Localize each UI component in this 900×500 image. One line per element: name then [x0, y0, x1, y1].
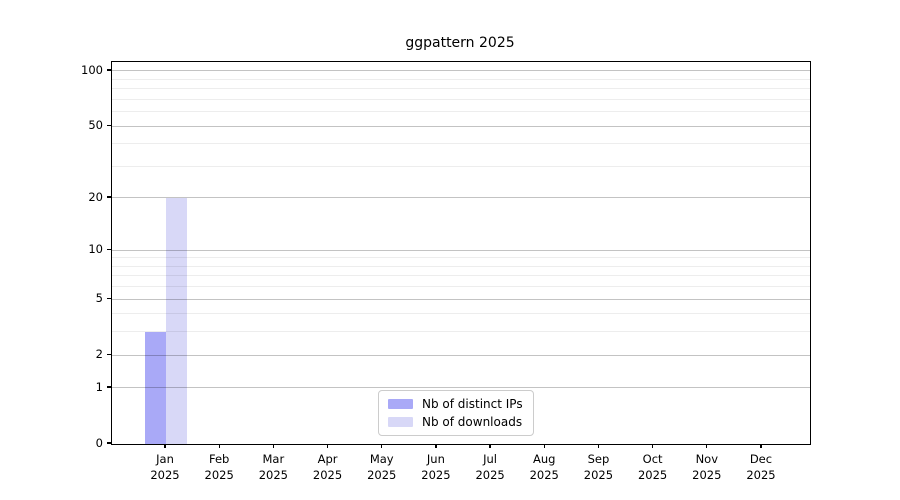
- x-tick-label-year: 2025: [421, 467, 451, 482]
- x-tick-label-year: 2025: [692, 467, 722, 482]
- x-tick-mark: [164, 444, 166, 448]
- legend-label-distinct-ips: Nb of distinct IPs: [422, 397, 523, 411]
- x-tick-label-month: Oct: [642, 452, 663, 466]
- minor-gridline: [112, 165, 810, 167]
- x-tick-mark: [706, 444, 708, 448]
- x-tick-label-month: Jul: [483, 452, 498, 466]
- minor-gridline: [112, 88, 810, 90]
- major-gridline: [112, 70, 810, 72]
- minor-gridline: [112, 257, 810, 259]
- minor-gridline: [112, 98, 810, 100]
- x-tick-label: Oct 2025: [623, 452, 683, 483]
- y-tick-label: 2: [95, 347, 103, 362]
- major-gridline: [112, 298, 810, 300]
- x-tick-label: Mar 2025: [243, 452, 303, 483]
- x-tick-label-year: 2025: [529, 467, 559, 482]
- minor-gridline: [112, 111, 810, 113]
- x-tick-label-month: Aug: [533, 452, 556, 466]
- y-tick-label: 0: [95, 436, 103, 450]
- y-tick-mark: [107, 442, 111, 444]
- x-tick-label-month: Apr: [317, 452, 338, 466]
- minor-gridline: [112, 143, 810, 145]
- y-tick-mark: [107, 248, 111, 250]
- minor-gridline: [112, 275, 810, 277]
- x-tick-label-year: 2025: [150, 467, 180, 482]
- x-tick-label: Dec 2025: [731, 452, 791, 483]
- legend-swatch-distinct-ips: [388, 399, 413, 409]
- x-tick-label: Aug 2025: [514, 452, 574, 483]
- major-gridline: [112, 354, 810, 356]
- x-tick-mark: [435, 444, 437, 448]
- minor-gridline: [112, 331, 810, 333]
- x-tick-label-year: 2025: [367, 467, 397, 482]
- major-gridline: [112, 249, 810, 251]
- x-tick-label: Jul 2025: [460, 452, 520, 483]
- y-tick-label: 5: [95, 291, 103, 306]
- x-tick-label: Feb 2025: [189, 452, 249, 483]
- minor-gridline: [112, 265, 810, 267]
- y-tick-label: 20: [88, 189, 103, 204]
- y-tick-mark: [107, 196, 111, 198]
- x-tick-label-month: May: [369, 452, 394, 466]
- chart-title: ggpattern 2025: [405, 35, 515, 51]
- x-tick-mark: [218, 444, 220, 448]
- y-tick-mark: [107, 297, 111, 299]
- y-tick-mark: [107, 69, 111, 71]
- x-tick-label-year: 2025: [637, 467, 668, 482]
- x-tick-label-month: Nov: [695, 452, 719, 466]
- x-tick-mark: [597, 444, 600, 448]
- y-tick-label: 10: [88, 242, 103, 257]
- major-gridline: [112, 125, 810, 127]
- x-tick-label-month: Jun: [426, 452, 445, 466]
- x-tick-label-month: Dec: [749, 452, 773, 466]
- x-tick-mark: [760, 444, 762, 448]
- minor-gridline: [112, 78, 810, 80]
- x-tick-label-year: 2025: [583, 467, 614, 482]
- plot-area: [111, 61, 811, 445]
- x-tick-label: Nov 2025: [677, 452, 737, 483]
- legend-label-downloads: Nb of downloads: [422, 415, 523, 429]
- major-gridline: [112, 387, 810, 389]
- y-tick-mark: [107, 386, 111, 388]
- y-tick-label: 100: [81, 62, 103, 77]
- x-tick-label-year: 2025: [204, 467, 234, 482]
- x-tick-label: Jan 2025: [135, 452, 195, 483]
- minor-gridline: [112, 286, 810, 288]
- x-tick-label-month: Sep: [587, 452, 610, 466]
- legend: Nb of distinct IPs Nb of downloads: [378, 390, 534, 436]
- y-tick-label: 1: [95, 379, 103, 394]
- x-tick-mark: [326, 444, 329, 448]
- x-tick-label-month: Mar: [262, 452, 285, 466]
- x-tick-label: Apr 2025: [298, 452, 358, 483]
- legend-swatch-downloads: [388, 417, 413, 427]
- x-tick-label: Sep 2025: [568, 452, 628, 483]
- bar-downloads: [166, 197, 187, 444]
- x-tick-label: May 2025: [352, 452, 412, 483]
- x-tick-mark: [489, 444, 491, 448]
- y-tick-mark: [107, 124, 111, 126]
- y-tick-label: 50: [88, 118, 103, 133]
- x-tick-mark: [272, 444, 274, 448]
- x-tick-mark: [651, 444, 654, 448]
- minor-gridline: [112, 313, 810, 315]
- x-tick-label-year: 2025: [746, 467, 776, 482]
- x-tick-label: Jun 2025: [406, 452, 466, 483]
- x-tick-mark: [381, 444, 383, 448]
- major-gridline: [112, 197, 810, 199]
- legend-item-distinct-ips: Nb of distinct IPs: [388, 397, 523, 411]
- x-tick-label-year: 2025: [258, 467, 288, 482]
- y-tick-mark: [107, 353, 111, 355]
- legend-item-downloads: Nb of downloads: [388, 415, 523, 429]
- x-tick-label-month: Jan: [156, 452, 174, 466]
- x-tick-label-year: 2025: [475, 467, 505, 482]
- x-tick-mark: [543, 444, 545, 448]
- x-tick-label-year: 2025: [312, 467, 343, 482]
- x-tick-label-month: Feb: [208, 452, 230, 466]
